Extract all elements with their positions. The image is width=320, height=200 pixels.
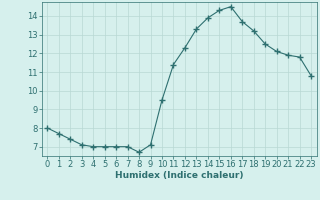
X-axis label: Humidex (Indice chaleur): Humidex (Indice chaleur) — [115, 171, 244, 180]
